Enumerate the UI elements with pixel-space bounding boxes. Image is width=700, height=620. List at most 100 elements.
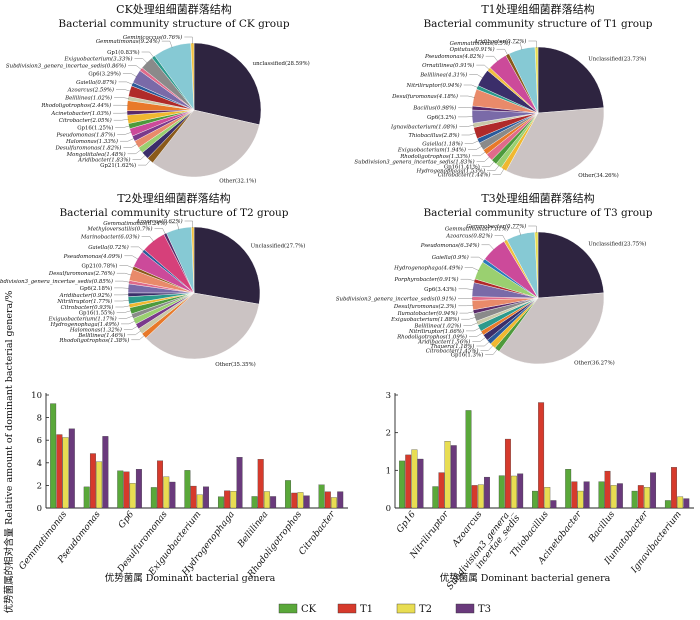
pie-ck-label-other: Other(32.1%) [219, 178, 256, 185]
legend-label-ck: CK [301, 604, 317, 615]
pie-ck-label-mongoliitalea: Mongoliitalea(1.48%) [66, 151, 126, 158]
pie-t1-leader-opitutus [496, 49, 509, 56]
bar-right-ignavibacterium-ck [664, 500, 671, 509]
pie-ck-leader-bellilinea [114, 97, 130, 99]
pie-t1-label-bellilinea: Bellilinea(4.31%) [419, 72, 467, 79]
pie-ck-leader-halomonas [120, 138, 135, 142]
pie-t2-leader-gemmatimonas [169, 222, 180, 230]
pie-t1-label-ignavibacterium: Ignavibacterium(1.08%) [390, 124, 457, 131]
bar-left-pseudomonas-t1 [89, 453, 96, 509]
pie-t2-label-aridibacter: Aridibacter(0.92%) [59, 292, 112, 299]
bar-left-gemmatimonas-t2 [62, 437, 69, 509]
bar-left-desulfuromonas-t1 [157, 460, 164, 509]
bar-left-bellilinea-t2 [263, 491, 270, 509]
pie-t2-label-gp21: Gp21(0.78%) [81, 263, 117, 270]
pie-t3-leader-azoarcus [494, 235, 507, 242]
pie-t3-leader-bellilinea [463, 322, 478, 326]
bar-right-acinetobacter-t2 [577, 490, 584, 509]
pie-t1-label-nitriliruptor: Nitriliruptor(0.94%) [406, 82, 462, 89]
bar-right-subdivision3-genera-incertae-sedis-ck [498, 475, 505, 509]
bar-right-azoarcus-ck [465, 410, 472, 509]
pie-t2-label-halomonas: Halomonas(1.32%) [69, 327, 122, 334]
pie-t2-label-unclassified: Unclassified(27.7%) [251, 242, 306, 249]
pie-t2-label-azoarcus: Azoarcus(0.62%) [135, 218, 182, 225]
pie-t2-label-rhodoligotrophos: Rhodoligotrophos(1.38%) [58, 337, 129, 344]
bar-right-azoarcus-t2 [477, 484, 484, 509]
pie-ck-label-pseudomonas: Pseudomonas(1.87%) [55, 131, 115, 138]
pie-t2-label-bellilinea: Bellilinea(1.46%) [77, 332, 125, 339]
bar-left-ytick-label: 4 [37, 459, 42, 469]
pie-t2-leader-gp21 [119, 265, 134, 269]
bar-left-ytick-label: 2 [37, 481, 42, 491]
pie-t2-leader-bellilinea [127, 330, 142, 335]
bar-left-citrobacter-t1 [324, 491, 331, 509]
pie-t3-title-cn: T3处理组细菌群落结构 [481, 191, 594, 205]
pie-t1-leader-thiobacillus [461, 132, 477, 136]
pie-ck-leader-citrobacter [113, 119, 129, 121]
bar-left-exiguobacterium-t3 [203, 486, 209, 509]
pie-ck-label-unclassified: unclassified(28.59%) [253, 60, 310, 67]
pie-t3-label-rhodoligotrophos: Rhodoligotrophos(1.09%) [396, 333, 467, 340]
bar-right-thiobacillus-ck [532, 490, 538, 509]
bar-right-acinetobacter-t3 [583, 481, 590, 509]
bar-left-bellilinea-ck [251, 496, 258, 509]
pie-ck-label-gaiella: Gaiella(0.87%) [76, 79, 116, 86]
pie-t2-leader-rhodoligotrophos [131, 335, 145, 340]
bar-left-desulfuromonas-t2 [163, 476, 170, 509]
pie-t3-slice-other [498, 292, 605, 365]
pie-t2-leader-gp6 [114, 287, 130, 289]
bar-left-ytick-label: 6 [37, 436, 42, 446]
bar-left-gemmatimonas-ck [50, 403, 57, 509]
pie-t2-title-en: Bacterial community structure of T2 grou… [59, 207, 288, 219]
pie-ck-leader-azoarcus [116, 89, 131, 92]
pie-t2-label-exiguobacterium: Exiguobacterium(1.17%) [47, 315, 116, 322]
pie-t3-label-gp6: Gp6(3.43%) [424, 286, 457, 293]
pie-t3-leader-porphyrobacter [460, 279, 476, 282]
pie-ck-label-aridibacter: Aridibacter(1.83%) [77, 157, 130, 164]
pie-t1-slice-other [505, 107, 605, 180]
bar-right-ilumatobacter-ck [631, 490, 638, 509]
bar-right-bacillus-t1 [604, 470, 611, 509]
pie-t1-label-other: Other(34.26%) [578, 172, 619, 179]
pie-t3-title-en: Bacterial community structure of T3 grou… [423, 207, 652, 219]
pie-t2-leader-citrobacter [115, 305, 131, 308]
pie-ck-label-halomonas: Halomonas(1.33%) [65, 138, 118, 145]
bar-left-hydrogenophaga-ck [217, 496, 224, 509]
pie-ck-label-desulfuromonas: Desulfuromonas(1.82%) [54, 145, 121, 152]
pie-t1-leader-ornatilinea [476, 64, 490, 70]
bar-right-thiobacillus-t3 [550, 500, 557, 509]
pie-t2-label-desulfuromonas: Desulfuromonas(2.76%) [48, 270, 115, 277]
pie-t1-label-gp6: Gp6(3.2%) [427, 114, 456, 121]
bar-left-rhodoligotrophos-t1 [291, 492, 298, 509]
pie-t3-label-other: Other(36.27%) [574, 360, 615, 367]
bar-left-pseudomonas-t3 [102, 436, 109, 509]
pie-t3-label-unclassified: Unclassified(23.75%) [588, 241, 646, 248]
pie-ck: unclassified(28.59%) Other(32.1%) Gp21(1.6… [6, 34, 310, 185]
pie-t2-label-gp6: Gp6(2.18%) [80, 285, 113, 292]
bar-right-subdivision3-genera-incertae-sedis-t1 [504, 438, 511, 509]
pie-t2-leader-marinobacter [141, 236, 155, 242]
pie-ck-leader-gp1 [141, 51, 155, 58]
pie-t2-leader-subdivision3-genera-incertae-sedis [115, 280, 130, 283]
pie-t2-slice-other [145, 292, 260, 360]
pie-ck-slice-other [152, 109, 260, 178]
pie-ck-label-geminicoccus: Geminicoccus(0.76%) [123, 34, 182, 41]
bar-right-x-label: 优势菌属 Dominant bacterial genera [440, 572, 611, 584]
pie-t1-leader-ignavibacterium [459, 125, 475, 127]
bar-left-gp6-t2 [129, 483, 136, 509]
bar-left-bellilinea-t3 [270, 496, 277, 509]
pie-t3-leader-rhodoligotrophos [469, 332, 484, 337]
pie-t3: Unclassified(23.75%) Other(36.27%) Gp16(1.… [336, 223, 647, 367]
bar-right-bacillus-ck [598, 481, 605, 509]
bar-right-ytick-label: 1 [386, 466, 391, 476]
pie-ck-leader-gp21 [138, 159, 151, 166]
pie-t2-title-cn: T2处理组细菌群落结构 [117, 191, 230, 205]
bar-right-ilumatobacter-t3 [650, 472, 657, 509]
bar-left-exiguobacterium-ck [184, 470, 191, 509]
bar-left-gp6-t1 [123, 471, 130, 509]
bar-right-ytick-label: 3 [386, 391, 391, 401]
pie-t3-label-thauera: Thauera(1.18%) [430, 343, 474, 350]
bar-right-ignavibacterium-t2 [677, 496, 684, 509]
bar-left-desulfuromonas-t3 [169, 481, 176, 509]
pie-ck-title-cn: CK处理组细菌群落结构 [116, 2, 232, 16]
